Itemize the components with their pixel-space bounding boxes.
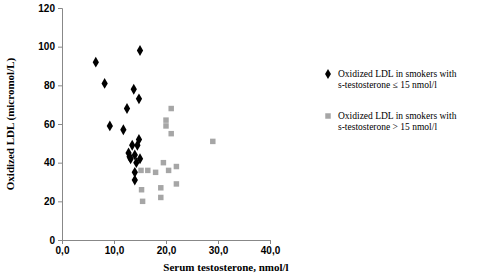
x-tick: 40,0 bbox=[261, 240, 281, 256]
point bbox=[158, 185, 163, 190]
y-tick-label: 120 bbox=[38, 3, 55, 14]
legend-label: Oxidized LDL in smokers withs-testostero… bbox=[338, 69, 457, 90]
y-tick-mark bbox=[58, 85, 62, 86]
y-tick: 0 bbox=[49, 235, 62, 246]
y-axis-title: Oxidized LDL (micromol/L) bbox=[4, 57, 17, 190]
x-axis-line bbox=[63, 241, 271, 245]
point bbox=[210, 139, 215, 144]
x-tick-label: 0,0 bbox=[56, 245, 70, 256]
points bbox=[93, 45, 216, 204]
y-axis: 0 20 40 60 80 100 120 bbox=[38, 3, 62, 246]
x-tick: 20,0 bbox=[157, 240, 177, 256]
x-tick-label: 30,0 bbox=[209, 245, 229, 256]
y-tick-label: 100 bbox=[38, 41, 55, 52]
legend: Oxidized LDL in smokers withs-testostero… bbox=[325, 69, 457, 132]
x-tick-mark bbox=[166, 240, 167, 244]
x-tick: 10,0 bbox=[105, 240, 125, 256]
x-axis-title: Serum testosterone, nmol/l bbox=[163, 261, 288, 273]
y-tick-label: 60 bbox=[44, 119, 56, 130]
point bbox=[163, 117, 168, 122]
y-tick-mark bbox=[58, 8, 62, 9]
point bbox=[120, 124, 126, 135]
y-tick-mark bbox=[58, 163, 62, 164]
point bbox=[174, 164, 179, 169]
legend-marker bbox=[325, 113, 330, 118]
point bbox=[137, 45, 143, 56]
point bbox=[107, 121, 113, 132]
point bbox=[161, 160, 166, 165]
point bbox=[136, 134, 142, 145]
point bbox=[132, 175, 138, 186]
x-tick-label: 40,0 bbox=[261, 245, 281, 256]
y-axis-line bbox=[58, 9, 63, 241]
y-tick: 100 bbox=[38, 41, 62, 52]
y-tick: 20 bbox=[44, 196, 62, 207]
x-tick-mark bbox=[218, 240, 219, 244]
y-tick-mark bbox=[58, 124, 62, 125]
y-tick: 120 bbox=[38, 3, 62, 14]
legend-marker bbox=[325, 69, 331, 79]
point bbox=[137, 153, 143, 164]
y-tick-mark bbox=[58, 47, 62, 48]
y-tick-label: 40 bbox=[44, 157, 56, 168]
point bbox=[153, 170, 158, 175]
y-tick-label: 20 bbox=[44, 196, 56, 207]
point bbox=[163, 123, 168, 128]
y-tick-mark bbox=[58, 240, 62, 241]
point bbox=[131, 84, 137, 95]
point bbox=[168, 131, 173, 136]
point bbox=[139, 187, 144, 192]
x-tick-label: 20,0 bbox=[157, 245, 177, 256]
x-axis: 0,0 10,0 20,0 30,0 40,0 bbox=[56, 240, 281, 256]
point bbox=[168, 106, 173, 111]
x-tick-mark bbox=[114, 240, 115, 244]
point bbox=[136, 93, 142, 104]
point bbox=[102, 78, 108, 89]
y-tick: 80 bbox=[44, 80, 62, 91]
x-tick: 30,0 bbox=[209, 240, 229, 256]
point bbox=[124, 103, 130, 114]
point bbox=[140, 199, 145, 204]
chart: 0,0 10,0 20,0 30,0 40,0 0 20 40 60 80 100 120 Serum … bbox=[0, 0, 500, 276]
y-tick: 40 bbox=[44, 157, 62, 168]
x-tick-label: 10,0 bbox=[105, 245, 125, 256]
point bbox=[174, 181, 179, 186]
y-tick: 60 bbox=[44, 119, 62, 130]
y-tick-mark bbox=[58, 201, 62, 202]
point bbox=[158, 195, 163, 200]
point bbox=[93, 57, 99, 68]
point bbox=[138, 168, 143, 173]
point bbox=[166, 168, 171, 173]
x-tick: 0,0 bbox=[56, 240, 70, 256]
y-tick-label: 80 bbox=[44, 80, 56, 91]
point bbox=[145, 168, 150, 173]
legend-label: Oxidized LDL in smokers withs-testostero… bbox=[338, 111, 457, 132]
y-tick-label: 0 bbox=[49, 235, 55, 246]
x-tick-mark bbox=[270, 240, 271, 244]
